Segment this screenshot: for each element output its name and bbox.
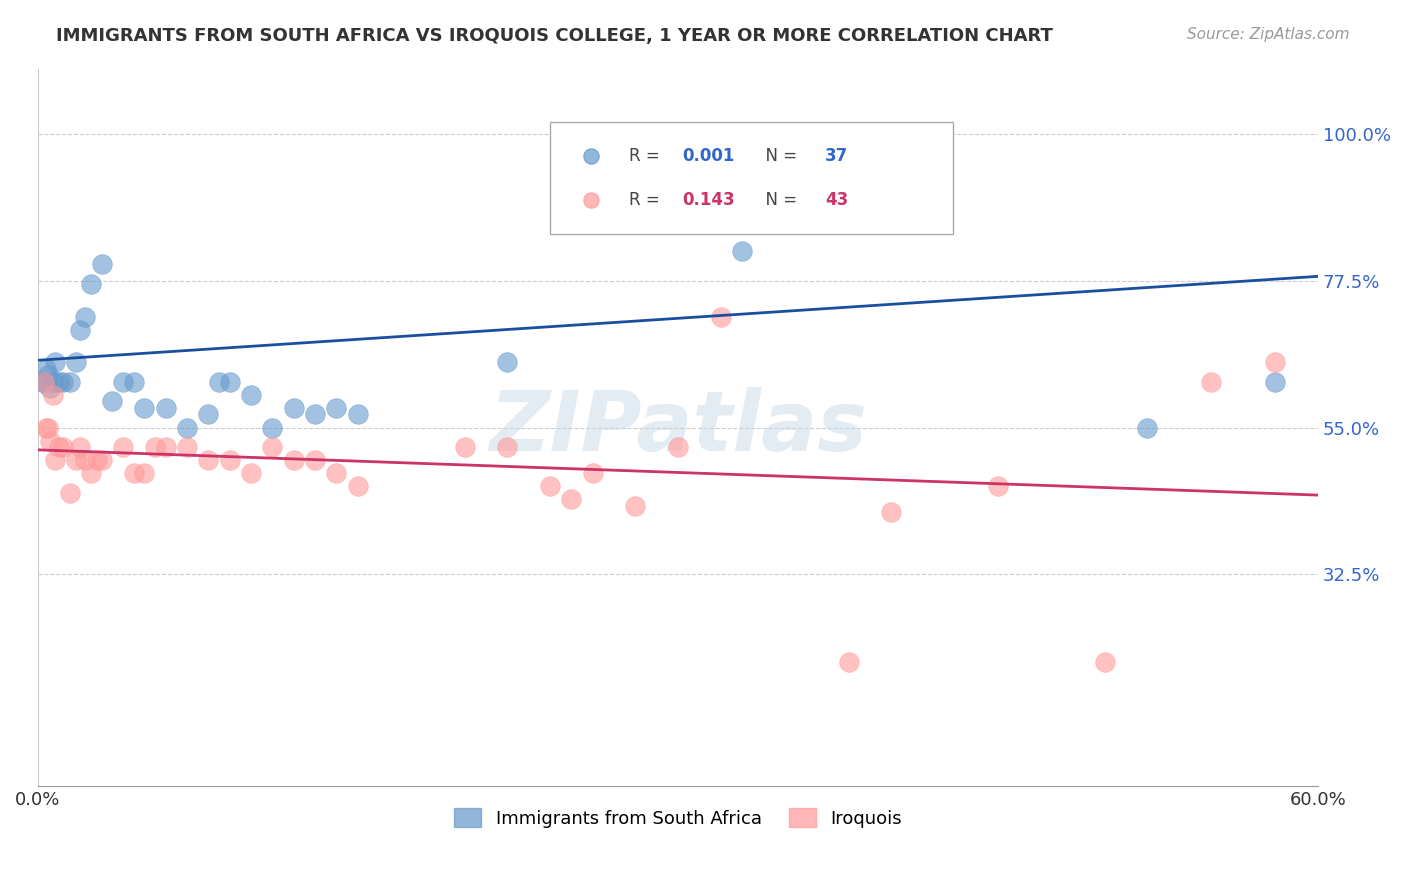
Point — [52, 375, 75, 389]
Point — [304, 408, 326, 422]
Point — [624, 499, 647, 513]
Text: R =: R = — [630, 191, 665, 210]
Point — [122, 375, 145, 389]
Text: ZIPatlas: ZIPatlas — [489, 387, 868, 468]
Point — [44, 355, 66, 369]
Point — [197, 453, 219, 467]
Point — [69, 440, 91, 454]
Point — [1136, 420, 1159, 434]
Point — [134, 401, 156, 415]
Point — [39, 434, 62, 448]
Point — [666, 146, 689, 161]
Text: 37: 37 — [825, 146, 848, 165]
Point — [73, 310, 96, 324]
Point — [86, 453, 108, 467]
Point — [59, 375, 82, 389]
Point — [90, 257, 112, 271]
Point — [346, 479, 368, 493]
Point — [65, 355, 87, 369]
Point — [218, 453, 240, 467]
Point — [1264, 355, 1286, 369]
Point — [134, 466, 156, 480]
Point — [218, 375, 240, 389]
Text: 0.001: 0.001 — [682, 146, 734, 165]
Text: 43: 43 — [825, 191, 848, 210]
Point — [560, 492, 582, 507]
Point — [538, 479, 561, 493]
Point — [35, 420, 58, 434]
Point — [143, 440, 166, 454]
Point — [59, 485, 82, 500]
Point — [325, 466, 347, 480]
Point — [838, 656, 860, 670]
Text: R =: R = — [630, 146, 665, 165]
Point — [325, 401, 347, 415]
Point — [880, 505, 903, 519]
Point — [240, 466, 263, 480]
Point — [48, 375, 70, 389]
Point — [32, 375, 55, 389]
Point — [283, 453, 305, 467]
Point — [80, 277, 103, 291]
Point — [987, 479, 1010, 493]
Point — [262, 420, 284, 434]
FancyBboxPatch shape — [550, 122, 953, 234]
Point — [35, 361, 58, 376]
Point — [122, 466, 145, 480]
Point — [31, 375, 53, 389]
Point — [197, 408, 219, 422]
Point — [283, 401, 305, 415]
Point — [176, 440, 198, 454]
Point — [112, 375, 135, 389]
Text: N =: N = — [755, 191, 801, 210]
Point — [240, 388, 263, 402]
Point — [80, 466, 103, 480]
Point — [101, 394, 124, 409]
Point — [496, 355, 519, 369]
Point — [176, 420, 198, 434]
Legend: Immigrants from South Africa, Iroquois: Immigrants from South Africa, Iroquois — [447, 801, 910, 835]
Point — [155, 440, 177, 454]
Point — [39, 381, 62, 395]
Point — [208, 375, 231, 389]
Point — [1094, 656, 1116, 670]
Point — [262, 440, 284, 454]
Point — [453, 440, 475, 454]
Point — [1264, 375, 1286, 389]
Point — [41, 375, 63, 389]
Point — [65, 453, 87, 467]
Point — [69, 323, 91, 337]
Point — [37, 420, 59, 434]
Point — [710, 140, 733, 154]
Point — [496, 440, 519, 454]
Point — [44, 453, 66, 467]
Point — [41, 388, 63, 402]
Point — [581, 466, 603, 480]
Text: IMMIGRANTS FROM SOUTH AFRICA VS IROQUOIS COLLEGE, 1 YEAR OR MORE CORRELATION CHA: IMMIGRANTS FROM SOUTH AFRICA VS IROQUOIS… — [56, 27, 1053, 45]
Point — [710, 310, 733, 324]
Text: Source: ZipAtlas.com: Source: ZipAtlas.com — [1187, 27, 1350, 42]
Point — [346, 408, 368, 422]
Point — [731, 244, 754, 259]
Point — [48, 440, 70, 454]
Point — [666, 440, 689, 454]
Point — [73, 453, 96, 467]
Point — [112, 440, 135, 454]
Point — [304, 453, 326, 467]
Text: N =: N = — [755, 146, 801, 165]
Point — [560, 205, 582, 219]
Point — [52, 440, 75, 454]
Point — [32, 375, 55, 389]
Point — [37, 368, 59, 383]
Text: 0.143: 0.143 — [682, 191, 734, 210]
Point — [155, 401, 177, 415]
Point — [90, 453, 112, 467]
Point — [1201, 375, 1223, 389]
